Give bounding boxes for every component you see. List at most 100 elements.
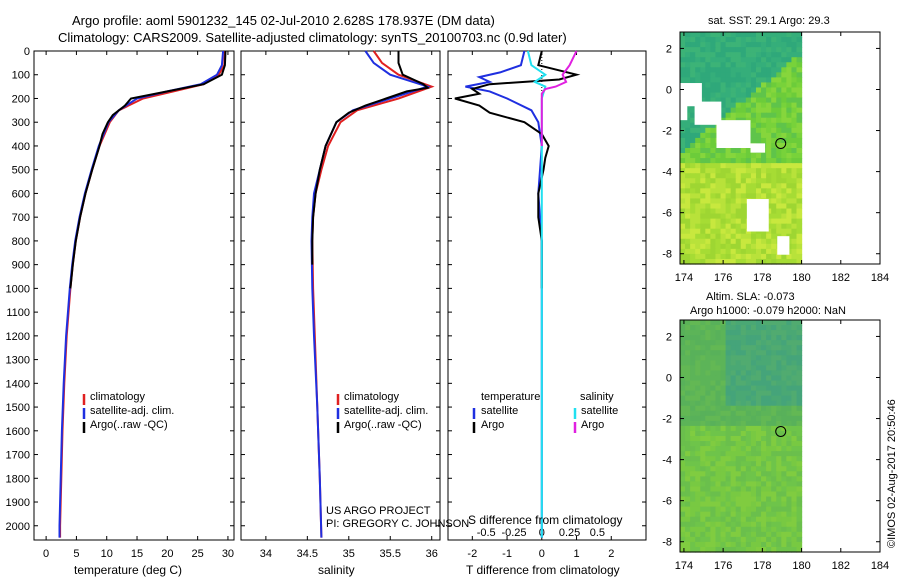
map-cell <box>776 335 782 341</box>
map-cell <box>766 436 772 442</box>
map-cell <box>690 52 696 58</box>
map-cell <box>740 218 747 225</box>
map-cell <box>700 188 706 194</box>
map-cell <box>695 430 701 437</box>
map-cell <box>710 87 717 94</box>
map-cell <box>755 395 762 402</box>
map-cell <box>720 405 727 412</box>
map-cell <box>710 481 717 488</box>
map-cell <box>720 506 727 513</box>
map-cell <box>791 173 798 179</box>
map-cell <box>705 415 711 422</box>
map-cell <box>730 238 737 245</box>
map-cell <box>690 42 696 48</box>
map-cell <box>745 506 752 513</box>
map-cell <box>710 340 717 346</box>
map-cell <box>771 153 777 159</box>
map-cell <box>695 137 701 144</box>
map-cell <box>745 446 752 452</box>
map-cell <box>750 163 757 169</box>
y-tick-label: 1700 <box>6 450 30 462</box>
map-cell <box>715 491 722 498</box>
map-cell <box>786 420 793 427</box>
map-cell <box>761 47 767 53</box>
map-cell <box>685 203 691 210</box>
map-cell <box>791 546 798 553</box>
map-cell <box>680 526 686 533</box>
map-y-tick-label: -4 <box>662 455 672 467</box>
map-cell <box>700 546 706 553</box>
map-cell <box>781 541 787 548</box>
map-cell <box>730 360 737 366</box>
x-tick-label: 5 <box>73 548 79 560</box>
map-cell <box>715 380 722 387</box>
map-cell <box>705 153 711 159</box>
map-cell <box>725 516 732 523</box>
map-cell <box>720 97 727 104</box>
map-cell <box>740 325 747 331</box>
map-cell <box>710 355 717 361</box>
map-cell <box>791 218 798 225</box>
map-cell <box>740 531 747 538</box>
map-cell <box>685 335 691 341</box>
map-cell <box>715 501 722 508</box>
map-cell <box>791 456 798 462</box>
map-cell <box>755 415 762 422</box>
map-cell <box>695 153 701 159</box>
map-cell <box>730 425 737 432</box>
map-cell <box>766 506 772 513</box>
map-cell <box>796 97 803 104</box>
map-cell <box>725 501 732 508</box>
map-cell <box>745 531 752 538</box>
map-cell <box>725 233 732 240</box>
map-cell <box>695 531 701 538</box>
map-cell <box>745 62 752 68</box>
map-cell <box>761 491 767 498</box>
map-cell <box>791 436 798 442</box>
map-cell <box>776 42 782 48</box>
salinity-chart: 34 34.5 35 35.5 36 <box>240 50 441 560</box>
map-cell <box>690 213 696 220</box>
map-cell <box>730 258 737 265</box>
map-cell <box>730 531 737 538</box>
map-cell <box>771 193 777 200</box>
map-cell <box>745 546 752 553</box>
map-cell <box>776 415 782 422</box>
map-cell <box>761 516 767 523</box>
map-cell <box>695 173 701 179</box>
map-cell <box>710 325 717 331</box>
difference-xlabel: T difference from climatology <box>466 563 620 577</box>
map-cell <box>710 456 717 462</box>
map-cell <box>766 461 772 467</box>
map-cell <box>786 137 793 144</box>
map-cell <box>710 486 717 493</box>
map-cell <box>700 350 706 356</box>
y-tick-label: 1800 <box>6 473 30 485</box>
map-cell <box>750 52 757 58</box>
map-cell <box>715 198 722 205</box>
map-cell <box>705 178 711 184</box>
map-cell <box>720 345 727 351</box>
map-cell <box>710 178 717 184</box>
map-cell <box>791 506 798 513</box>
map-cell <box>750 486 757 493</box>
map-cell <box>705 345 711 351</box>
map-cell <box>685 496 691 503</box>
map-cell <box>761 87 767 94</box>
map-cell <box>761 102 767 109</box>
map-cell <box>786 183 793 189</box>
map-cell <box>700 526 706 533</box>
map-cell <box>700 132 706 139</box>
map-cell <box>730 158 737 164</box>
map-cell <box>730 178 737 184</box>
map-cell <box>695 213 701 220</box>
map-cell <box>715 340 722 346</box>
map-cell <box>791 531 798 538</box>
map-cell <box>725 546 732 553</box>
map-cell <box>740 183 747 189</box>
map-cell <box>695 400 701 407</box>
map-cell <box>761 355 767 361</box>
map-cell <box>700 355 706 361</box>
y-tick-label: 900 <box>12 260 30 272</box>
map-cell <box>690 137 696 144</box>
